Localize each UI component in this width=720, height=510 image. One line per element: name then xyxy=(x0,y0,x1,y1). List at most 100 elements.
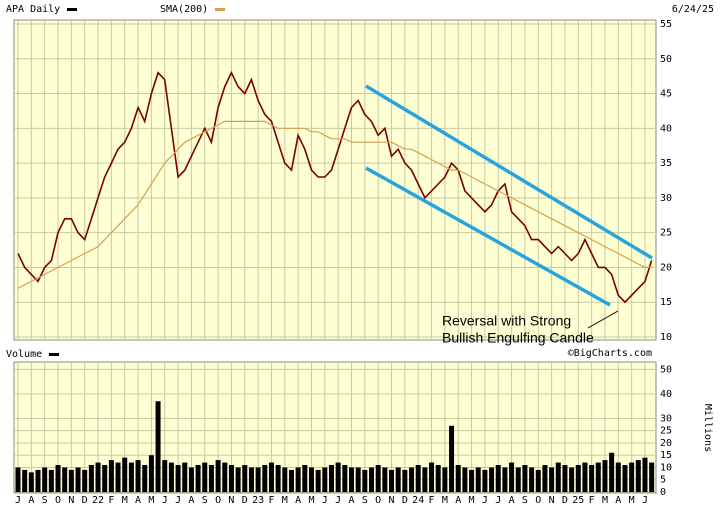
x-tick-label: A xyxy=(188,495,194,506)
bar xyxy=(582,462,588,492)
source: ©BigCharts.com xyxy=(568,348,652,359)
bar xyxy=(228,465,234,492)
bar xyxy=(335,462,341,492)
y-axis-label: Millions xyxy=(702,404,713,452)
bar xyxy=(509,462,515,492)
bar xyxy=(455,465,461,492)
bar xyxy=(595,462,601,492)
bar xyxy=(535,469,541,492)
channel-lower xyxy=(365,166,611,307)
bar xyxy=(202,462,208,492)
x-tick-label: F xyxy=(268,495,274,506)
bar xyxy=(255,467,261,492)
bar xyxy=(409,467,415,492)
x-tick-label: M xyxy=(282,495,288,506)
x-tick-label: N xyxy=(68,495,74,506)
bar xyxy=(142,465,148,492)
y-tick-label: 15 xyxy=(660,297,672,308)
y-tick-label: 0 xyxy=(660,487,666,498)
y-tick-label: 15 xyxy=(660,450,672,461)
series-line xyxy=(17,120,652,289)
bar xyxy=(75,467,81,492)
legend-swatch xyxy=(215,8,225,11)
x-tick-label: O xyxy=(55,495,61,506)
bar xyxy=(188,467,194,492)
bar xyxy=(95,462,101,492)
bar xyxy=(35,469,41,492)
bar xyxy=(369,467,375,492)
x-tick-label: A xyxy=(295,495,301,506)
bar xyxy=(462,467,468,492)
bar xyxy=(235,467,241,492)
bar xyxy=(42,467,48,492)
bar xyxy=(502,467,508,492)
x-tick-label: 23 xyxy=(252,495,264,506)
x-tick-label: 25 xyxy=(572,495,584,506)
x-tick-label: 24 xyxy=(412,495,424,506)
x-tick-label: D xyxy=(402,495,408,506)
bar xyxy=(68,469,74,492)
marks xyxy=(15,70,655,492)
x-tick-label: N xyxy=(228,495,234,506)
bar xyxy=(108,460,114,492)
bar xyxy=(649,462,655,492)
bar xyxy=(362,469,368,492)
bar xyxy=(195,465,201,492)
bar xyxy=(475,467,481,492)
bar xyxy=(642,457,648,492)
bar xyxy=(415,465,421,492)
bar xyxy=(128,462,134,492)
legend-swatch xyxy=(67,8,77,11)
x-tick-label: S xyxy=(202,495,208,506)
x-tick-label: A xyxy=(509,495,515,506)
y-tick-label: 35 xyxy=(660,158,672,169)
price-panel xyxy=(13,19,657,341)
bar xyxy=(629,462,635,492)
bar xyxy=(635,460,641,492)
x-tick-label: F xyxy=(108,495,114,506)
bar xyxy=(242,465,248,492)
x-tick-label: O xyxy=(215,495,221,506)
x-tick-label: M xyxy=(308,495,314,506)
y-tick-label: 50 xyxy=(660,364,672,375)
bar xyxy=(308,467,314,492)
x-tick-label: S xyxy=(42,495,48,506)
y-tick-label: 40 xyxy=(660,389,672,400)
bar xyxy=(442,467,448,492)
bar xyxy=(402,469,408,492)
x-tick-label: 22 xyxy=(92,495,104,506)
bar xyxy=(48,469,54,492)
bar xyxy=(575,465,581,492)
y-tick-label: 30 xyxy=(660,413,672,424)
bar xyxy=(542,465,548,492)
y-tick-label: 50 xyxy=(660,54,672,65)
x-tick-label: D xyxy=(242,495,248,506)
x-tick-label: J xyxy=(642,495,648,506)
y-tick-label: 10 xyxy=(660,332,672,343)
bar xyxy=(148,455,154,492)
x-tick-label: F xyxy=(589,495,595,506)
bar xyxy=(555,462,561,492)
bar xyxy=(295,467,301,492)
x-tick-label: A xyxy=(455,495,461,506)
bar xyxy=(282,467,288,492)
bar xyxy=(55,465,61,492)
bar xyxy=(328,465,334,492)
bar xyxy=(562,465,568,492)
bar xyxy=(162,460,168,492)
y-tick-label: 5 xyxy=(660,475,666,486)
bar xyxy=(315,469,321,492)
x-tick-label: D xyxy=(562,495,568,506)
x-tick-label: M xyxy=(602,495,608,506)
bar xyxy=(82,469,88,492)
volume-panel xyxy=(13,361,657,494)
bar xyxy=(288,469,294,492)
bar xyxy=(342,465,348,492)
bar xyxy=(182,462,188,492)
bar xyxy=(602,460,608,492)
legend-label: SMA(200) xyxy=(160,4,208,15)
bar xyxy=(15,467,21,492)
bar xyxy=(515,467,521,492)
x-tick-label: M xyxy=(442,495,448,506)
